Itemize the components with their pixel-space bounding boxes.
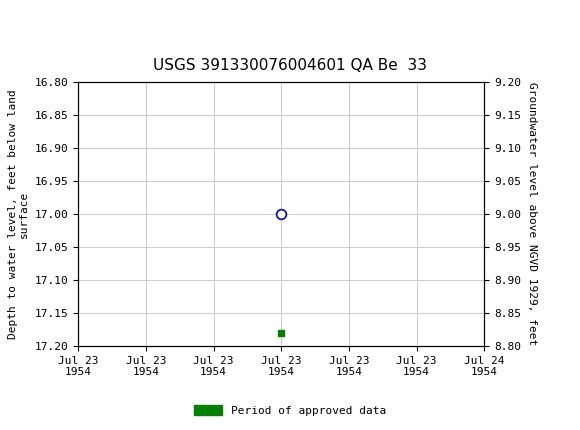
Text: ≈USGS: ≈USGS — [9, 12, 79, 29]
Text: USGS 391330076004601 QA Be  33: USGS 391330076004601 QA Be 33 — [153, 58, 427, 73]
Legend: Period of approved data: Period of approved data — [190, 400, 390, 420]
Y-axis label: Groundwater level above NGVD 1929, feet: Groundwater level above NGVD 1929, feet — [527, 82, 536, 346]
Y-axis label: Depth to water level, feet below land
surface: Depth to water level, feet below land su… — [8, 89, 29, 339]
